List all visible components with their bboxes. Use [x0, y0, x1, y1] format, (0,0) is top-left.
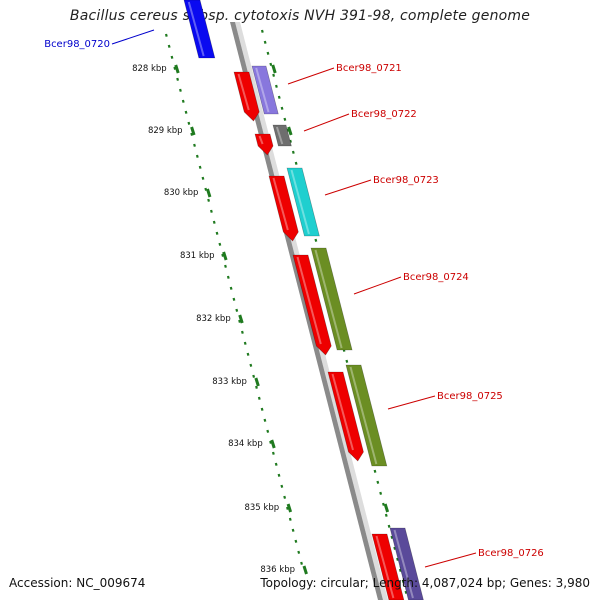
feature-block-highlight: [255, 67, 270, 113]
gene-leader-line: [353, 276, 402, 295]
gene-Bcer98_0720: [183, 0, 216, 59]
forward-cds-arrow-highlight: [272, 177, 289, 231]
feature-block-highlight: [275, 126, 284, 145]
kbp-label: 835 kbp: [244, 503, 279, 513]
kbp-label: 833 kbp: [212, 377, 247, 387]
kbp-major-tick: [206, 188, 212, 198]
kbp-major-tick: [302, 565, 308, 575]
gene-leader-line: [303, 113, 350, 132]
kbp-major-tick: [238, 314, 244, 324]
forward-cds-arrow: [371, 533, 405, 600]
kbp-major-tick: [190, 126, 196, 136]
genome-summary: Topology: circular; Length: 4,087,024 bp…: [260, 576, 590, 590]
accession-label: Accession: NC_009674: [9, 576, 146, 590]
kbp-major-tick: [222, 251, 228, 261]
kbp-label: 828 kbp: [132, 64, 167, 74]
feature-block: [251, 65, 279, 115]
kbp-major-tick: [254, 377, 260, 387]
feature-block-highlight: [187, 1, 205, 57]
forward-cds-arrow-highlight: [258, 135, 264, 145]
feature-block: [183, 0, 216, 59]
gene-Bcer98_0724: [292, 247, 353, 356]
feature-block: [272, 124, 292, 147]
kbp-major-tick: [174, 64, 180, 74]
gene-leader-line: [424, 552, 477, 568]
feature-block: [345, 364, 388, 467]
gene-label[interactable]: Bcer98_0726: [478, 548, 544, 559]
gene-label[interactable]: Bcer98_0722: [351, 109, 417, 120]
gene-Bcer98_0726: [371, 527, 424, 600]
kbp-label: 831 kbp: [180, 251, 215, 261]
gene-Bcer98_0722: [254, 124, 292, 156]
forward-cds-arrow: [268, 175, 299, 242]
gene-label[interactable]: Bcer98_0720: [44, 39, 110, 50]
gene-label[interactable]: Bcer98_0721: [336, 63, 402, 74]
gene-leader-line: [387, 395, 436, 410]
forward-cds-arrow-highlight: [375, 535, 395, 599]
gene-labels: Bcer98_0720 Bcer98_0721 Bcer98_0722 Bcer98_…: [44, 29, 544, 568]
kbp-major-tick-right: [287, 126, 293, 136]
forward-cds-arrow: [254, 133, 274, 156]
left-tick-track: [164, 33, 303, 565]
gene-Bcer98_0725: [327, 364, 388, 467]
genome-title: Bacillus cereus subsp. cytotoxis NVH 391…: [69, 8, 531, 24]
kbp-labels: 828 kbp 829 kbp 830 kbp 831 kbp 832 kbp 833 k…: [132, 64, 295, 575]
forward-cds-arrow: [327, 371, 364, 462]
gene-label[interactable]: Bcer98_0724: [403, 272, 469, 283]
kbp-major-tick: [270, 439, 276, 449]
gene-label[interactable]: Bcer98_0725: [437, 391, 503, 402]
feature-block-highlight: [314, 249, 343, 349]
gene-features: [183, 0, 424, 600]
gene-Bcer98_0723: [268, 167, 320, 242]
kbp-label: 829 kbp: [148, 126, 183, 136]
feature-block: [286, 167, 320, 237]
forward-cds-arrow-highlight: [331, 373, 354, 451]
forward-cds-arrow: [292, 254, 332, 356]
forward-cds-arrow-highlight: [296, 256, 322, 345]
feature-block-highlight: [349, 366, 378, 465]
gene-label[interactable]: Bcer98_0723: [373, 175, 439, 186]
feature-block-highlight: [290, 169, 310, 235]
kbp-major-tick-right: [383, 503, 390, 513]
kbp-major-tick-right: [271, 64, 277, 74]
kbp-label: 830 kbp: [164, 188, 199, 198]
gene-leader-line: [111, 29, 155, 45]
kbp-label: 834 kbp: [228, 439, 263, 449]
forward-cds-arrow-highlight: [237, 73, 250, 111]
feature-block-highlight: [393, 529, 414, 599]
gene-leader-line: [324, 179, 372, 196]
kbp-label: 832 kbp: [196, 314, 231, 324]
kbp-major-tick: [286, 503, 293, 513]
gene-Bcer98_0721: [233, 65, 279, 122]
forward-cds-arrow: [233, 71, 260, 122]
kbp-label: 836 kbp: [260, 565, 295, 575]
feature-block: [389, 527, 424, 600]
feature-block: [310, 247, 353, 351]
gene-leader-line: [287, 67, 335, 85]
